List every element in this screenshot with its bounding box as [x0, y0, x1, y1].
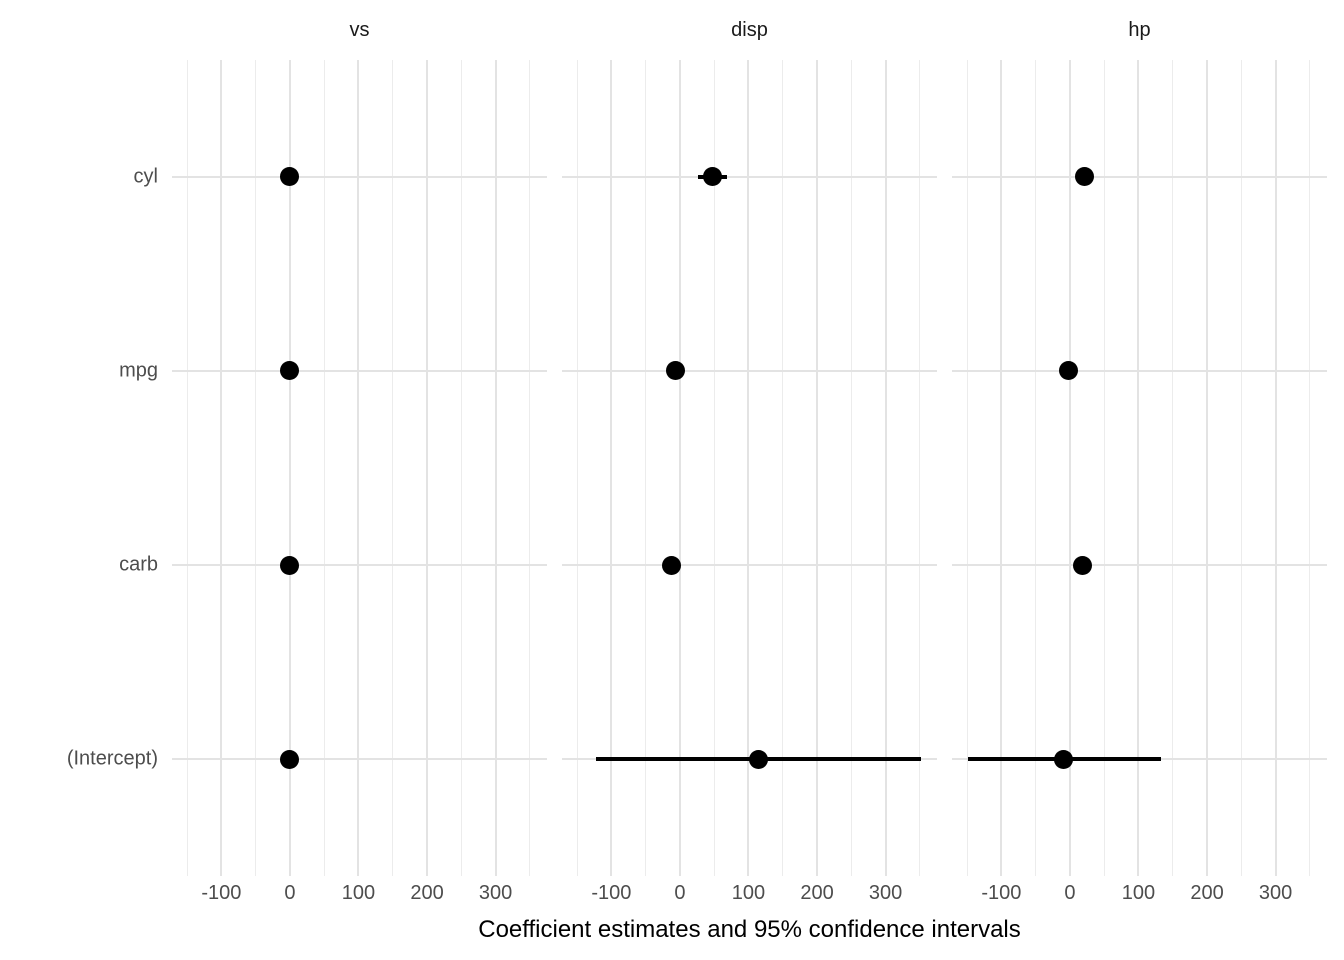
gridline-minor-vertical: [713, 60, 715, 876]
gridline-major-vertical: [1068, 60, 1071, 876]
facet-strip-label-disp: disp: [731, 19, 768, 41]
gridline-horizontal: [172, 564, 547, 567]
gridline-major-vertical: [610, 60, 613, 876]
x-tick-label: 0: [284, 882, 296, 904]
gridline-major-vertical: [357, 60, 360, 876]
gridline-horizontal: [952, 175, 1327, 178]
gridline-minor-vertical: [255, 60, 257, 876]
gridline-minor-vertical: [782, 60, 784, 876]
x-tick-label: 100: [341, 882, 376, 904]
gridline-minor-vertical: [529, 60, 531, 876]
gridline-minor-vertical: [1172, 60, 1174, 876]
x-tick-label: 300: [1258, 882, 1293, 904]
facet-strip-label-vs: vs: [349, 19, 370, 41]
x-tick-label: 200: [410, 882, 444, 904]
gridline-minor-vertical: [392, 60, 394, 876]
gridline-minor-vertical: [460, 60, 462, 876]
estimate-point: [280, 749, 300, 769]
gridline-major-vertical: [747, 60, 750, 876]
estimate-point: [280, 167, 300, 187]
gridline-horizontal: [562, 564, 937, 567]
estimate-point: [280, 555, 300, 575]
panel-disp: [562, 60, 937, 876]
x-tick-label: 100: [1121, 882, 1156, 904]
estimate-point: [1075, 167, 1095, 187]
gridline-horizontal: [562, 369, 937, 372]
x-tick-label: -100: [981, 882, 1022, 904]
gridline-major-vertical: [816, 60, 819, 876]
gridline-minor-vertical: [1309, 60, 1311, 876]
gridline-major-vertical: [1000, 60, 1003, 876]
gridline-minor-vertical: [1035, 60, 1037, 876]
gridline-major-vertical: [1274, 60, 1277, 876]
gridline-major-vertical: [494, 60, 497, 876]
gridline-major-vertical: [678, 60, 681, 876]
x-tick-label: 300: [478, 882, 513, 904]
gridline-minor-vertical: [323, 60, 325, 876]
y-axis-label-intercept: (Intercept): [66, 747, 158, 770]
estimate-point: [666, 361, 686, 381]
panel-hp: [952, 60, 1327, 876]
gridline-minor-vertical: [1240, 60, 1242, 876]
gridline-major-vertical: [1137, 60, 1140, 876]
x-axis-title: Coefficient estimates and 95% confidence…: [478, 916, 1021, 943]
gridline-minor-vertical: [850, 60, 852, 876]
x-tick-label: 0: [674, 882, 686, 904]
gridline-horizontal: [172, 369, 547, 372]
x-tick-label: 200: [800, 882, 834, 904]
gridline-minor-vertical: [1103, 60, 1105, 876]
x-tick-label: 0: [1064, 882, 1076, 904]
y-axis-label-cyl: cyl: [133, 165, 158, 188]
estimate-point: [661, 555, 681, 575]
gridline-horizontal: [172, 758, 547, 761]
estimate-point: [1073, 555, 1093, 575]
x-tick-label: -100: [591, 882, 632, 904]
x-tick-label: 300: [868, 882, 903, 904]
x-tick-label: 200: [1190, 882, 1224, 904]
estimate-point: [703, 167, 723, 187]
gridline-major-vertical: [426, 60, 429, 876]
gridline-minor-vertical: [645, 60, 647, 876]
gridline-horizontal: [172, 175, 547, 178]
gridline-minor-vertical: [919, 60, 921, 876]
gridline-major-vertical: [1206, 60, 1209, 876]
gridline-major-vertical: [220, 60, 223, 876]
gridline-horizontal: [952, 369, 1327, 372]
estimate-point: [1059, 361, 1079, 381]
gridline-horizontal: [952, 564, 1327, 567]
y-axis-label-carb: carb: [119, 553, 158, 576]
facet-strip-label-hp: hp: [1128, 19, 1151, 41]
gridline-horizontal: [562, 175, 937, 178]
x-tick-label: -100: [201, 882, 242, 904]
panel-vs: [172, 60, 547, 876]
x-tick-label: 100: [731, 882, 766, 904]
estimate-point: [748, 749, 768, 769]
estimate-point: [280, 361, 300, 381]
gridline-minor-vertical: [576, 60, 578, 876]
estimate-point: [1054, 749, 1074, 769]
gridline-minor-vertical: [966, 60, 968, 876]
y-axis-label-mpg: mpg: [119, 359, 158, 382]
gridline-major-vertical: [288, 60, 291, 876]
gridline-minor-vertical: [186, 60, 188, 876]
gridline-major-vertical: [884, 60, 887, 876]
